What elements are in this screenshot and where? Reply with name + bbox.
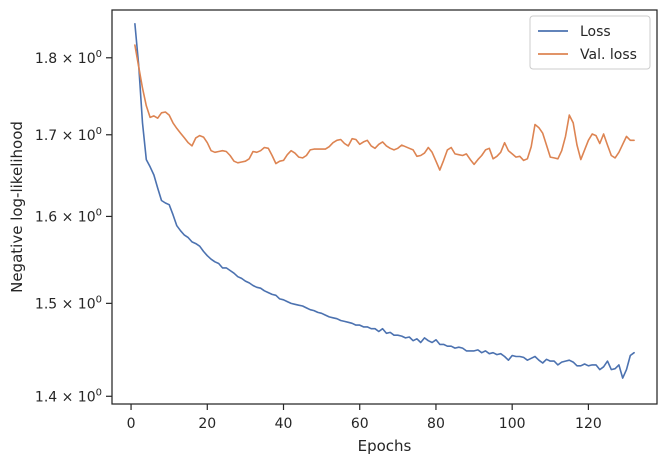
y-tick-label: 1.5 × 100 [35,294,102,312]
legend: Loss Val. loss [529,15,651,70]
legend-box [529,15,651,70]
series-line-1 [134,23,635,379]
y-tick-label: 1.7 × 100 [35,126,102,144]
y-tick-label: 1.8 × 100 [35,49,102,67]
y-tick-label: 1.4 × 100 [35,387,102,405]
x-axis-label: Epochs [358,437,412,455]
x-axis: 0 20 40 60 80 100 120 [127,404,602,432]
x-tick-label: 120 [575,416,602,432]
legend-label: Val. loss [580,47,637,63]
plot-frame [111,9,658,405]
y-axis-label: Negative log-likelihood [8,121,26,293]
x-tick-label: 0 [127,416,136,432]
x-tick-label: 60 [351,416,369,432]
x-tick-label: 40 [275,416,293,432]
x-tick-label: 80 [427,416,445,432]
legend-label: Loss [580,24,611,40]
y-tick-label: 1.6 × 100 [35,207,102,225]
y-axis: 1.4 × 100 1.5 × 100 1.6 × 100 1.7 × 100 1.8 … [35,49,112,405]
x-tick-label: 100 [499,416,526,432]
x-tick-label: 20 [198,416,216,432]
series-line-2 [134,44,635,171]
series-layer [134,23,635,379]
